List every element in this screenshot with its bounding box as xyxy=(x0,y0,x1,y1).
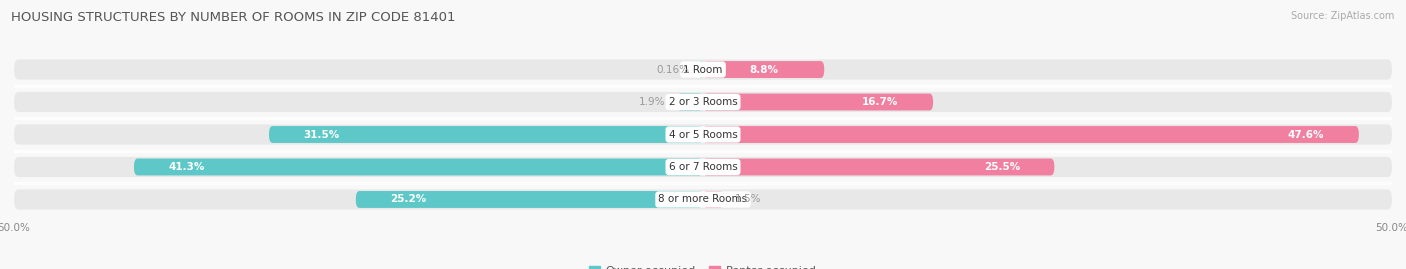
Text: Source: ZipAtlas.com: Source: ZipAtlas.com xyxy=(1291,11,1395,21)
FancyBboxPatch shape xyxy=(134,158,703,175)
FancyBboxPatch shape xyxy=(356,191,703,208)
Text: 16.7%: 16.7% xyxy=(862,97,898,107)
Text: 1.9%: 1.9% xyxy=(640,97,666,107)
FancyBboxPatch shape xyxy=(703,126,1358,143)
FancyBboxPatch shape xyxy=(703,158,1054,175)
Text: 31.5%: 31.5% xyxy=(304,129,340,140)
Text: 2 or 3 Rooms: 2 or 3 Rooms xyxy=(669,97,737,107)
Text: HOUSING STRUCTURES BY NUMBER OF ROOMS IN ZIP CODE 81401: HOUSING STRUCTURES BY NUMBER OF ROOMS IN… xyxy=(11,11,456,24)
Text: 47.6%: 47.6% xyxy=(1288,129,1324,140)
Text: 25.5%: 25.5% xyxy=(984,162,1019,172)
Text: 41.3%: 41.3% xyxy=(169,162,205,172)
Text: 1 Room: 1 Room xyxy=(683,65,723,75)
Text: 0.16%: 0.16% xyxy=(657,65,690,75)
FancyBboxPatch shape xyxy=(14,157,1392,177)
FancyBboxPatch shape xyxy=(703,61,824,78)
Text: 8.8%: 8.8% xyxy=(749,65,778,75)
FancyBboxPatch shape xyxy=(14,189,1392,210)
FancyBboxPatch shape xyxy=(14,92,1392,112)
FancyBboxPatch shape xyxy=(269,126,703,143)
Text: 25.2%: 25.2% xyxy=(391,194,426,204)
FancyBboxPatch shape xyxy=(14,125,1392,144)
FancyBboxPatch shape xyxy=(14,59,1392,80)
Legend: Owner-occupied, Renter-occupied: Owner-occupied, Renter-occupied xyxy=(585,261,821,269)
Text: 4 or 5 Rooms: 4 or 5 Rooms xyxy=(669,129,737,140)
Text: 6 or 7 Rooms: 6 or 7 Rooms xyxy=(669,162,737,172)
FancyBboxPatch shape xyxy=(703,94,934,111)
Text: 1.5%: 1.5% xyxy=(735,194,761,204)
Text: 8 or more Rooms: 8 or more Rooms xyxy=(658,194,748,204)
FancyBboxPatch shape xyxy=(699,61,704,78)
FancyBboxPatch shape xyxy=(703,191,724,208)
FancyBboxPatch shape xyxy=(676,94,703,111)
